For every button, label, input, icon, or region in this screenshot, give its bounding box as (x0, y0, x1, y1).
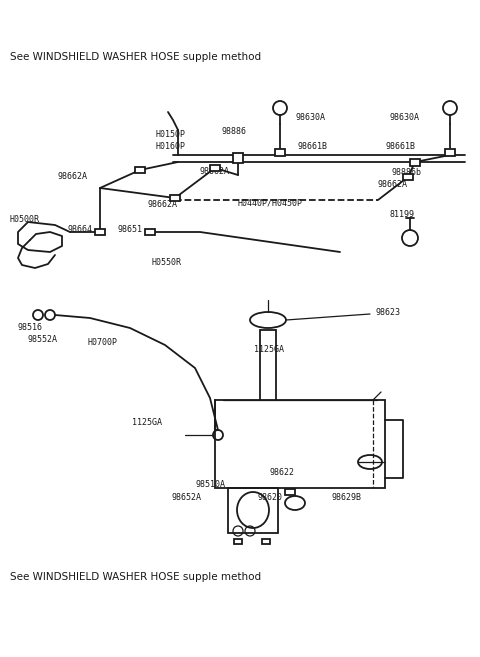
Text: 98662A: 98662A (378, 180, 408, 189)
Bar (95, 229, 105, 235)
Text: H0160P: H0160P (155, 142, 185, 151)
Text: 98886b: 98886b (392, 168, 422, 177)
Text: H0700P: H0700P (88, 338, 118, 347)
Bar (403, 174, 413, 180)
Bar (210, 165, 220, 171)
Bar (262, 539, 270, 543)
Text: 1125GA: 1125GA (254, 345, 284, 354)
Text: 98620: 98620 (257, 493, 282, 502)
Bar (215, 400, 385, 488)
Bar (228, 488, 278, 533)
Text: 98662A: 98662A (58, 172, 88, 181)
Text: 98510A: 98510A (196, 480, 226, 489)
Text: H0550R: H0550R (152, 258, 182, 267)
Bar (135, 167, 145, 173)
Bar (233, 153, 243, 163)
Text: 98662A: 98662A (200, 167, 230, 176)
Text: See WINDSHIELD WASHER HOSE supple method: See WINDSHIELD WASHER HOSE supple method (10, 52, 261, 62)
Text: See WINDSHIELD WASHER HOSE supple method: See WINDSHIELD WASHER HOSE supple method (10, 572, 261, 581)
Text: 98623: 98623 (376, 308, 401, 317)
Text: 98552A: 98552A (28, 335, 58, 344)
Bar (170, 195, 180, 201)
Bar (275, 148, 285, 156)
Text: 98630A: 98630A (296, 113, 326, 122)
Text: H0500R: H0500R (10, 215, 40, 224)
Text: 98662A: 98662A (148, 200, 178, 209)
Text: H0440P/H0450P: H0440P/H0450P (238, 198, 303, 207)
Text: 81199: 81199 (390, 210, 415, 219)
Text: 98651: 98651 (118, 225, 143, 234)
Text: 98664: 98664 (68, 225, 93, 234)
Bar (410, 158, 420, 166)
Text: H0150P: H0150P (155, 130, 185, 139)
Text: 98661B: 98661B (385, 142, 415, 151)
Text: 1125GA: 1125GA (132, 418, 162, 427)
Text: 98629B: 98629B (332, 493, 362, 502)
Text: 98622: 98622 (270, 468, 295, 477)
Text: 98630A: 98630A (390, 113, 420, 122)
Bar (285, 489, 295, 495)
Text: 98652A: 98652A (172, 493, 202, 502)
Text: 98886: 98886 (222, 127, 247, 136)
Text: 98516: 98516 (18, 323, 43, 332)
Bar (145, 229, 155, 235)
Text: 98661B: 98661B (298, 142, 328, 151)
Bar (234, 539, 242, 543)
Bar (445, 148, 455, 156)
